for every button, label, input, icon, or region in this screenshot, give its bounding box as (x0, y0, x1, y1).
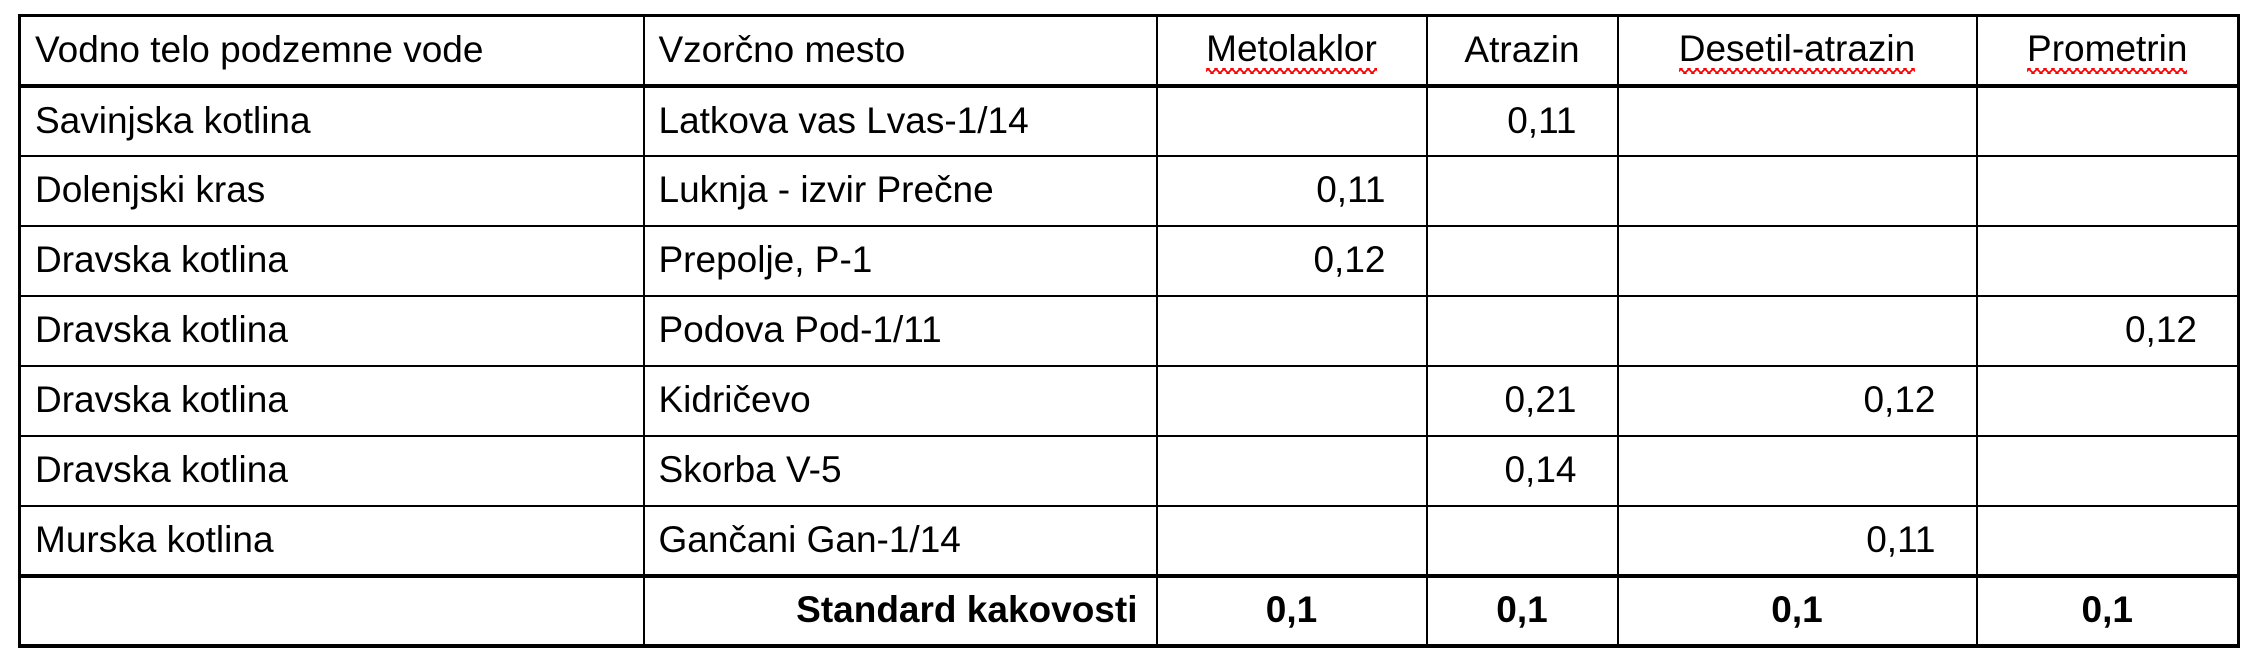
cell-water-body[interactable]: Savinjska kotlina (18, 84, 645, 157)
table-row[interactable]: Dravska kotlina Kidričevo 0,21 0,12 (18, 364, 2240, 437)
cell-atrazin[interactable] (1425, 154, 1619, 227)
standard-metolaklor: 0,1 (1155, 573, 1428, 648)
cell-atrazin[interactable]: 0,11 (1425, 84, 1619, 157)
cell-desetil-atrazin[interactable] (1616, 434, 1978, 507)
cell-prometrin[interactable]: 0,12 (1975, 294, 2240, 367)
cell-water-body[interactable] (18, 573, 645, 648)
cell-sampling-site[interactable]: Latkova vas Lvas-1/14 (642, 84, 1158, 157)
cell-desetil-atrazin[interactable] (1616, 154, 1978, 227)
column-header-desetil-atrazin[interactable]: Desetil-atrazin (1616, 14, 1978, 88)
cell-prometrin[interactable] (1975, 224, 2240, 297)
cell-atrazin[interactable] (1425, 294, 1619, 367)
cell-sampling-site[interactable]: Prepolje, P-1 (642, 224, 1158, 297)
cell-desetil-atrazin[interactable]: 0,12 (1616, 364, 1978, 437)
column-header-label: Metolaklor (1206, 28, 1377, 75)
cell-atrazin[interactable] (1425, 224, 1619, 297)
table-header-row: Vodno telo podzemne vode Vzorčno mesto M… (18, 14, 2240, 88)
column-header-label: Atrazin (1464, 28, 1580, 70)
cell-water-body[interactable]: Dravska kotlina (18, 224, 645, 297)
column-header-label: Prometrin (2027, 28, 2188, 75)
cell-metolaklor[interactable]: 0,11 (1155, 154, 1428, 227)
table-row[interactable]: Savinjska kotlina Latkova vas Lvas-1/14 … (18, 84, 2240, 157)
column-header-prometrin[interactable]: Prometrin (1975, 14, 2240, 88)
table-row[interactable]: Murska kotlina Gančani Gan-1/14 0,11 (18, 504, 2240, 577)
standard-desetil-atrazin: 0,1 (1616, 573, 1978, 648)
cell-desetil-atrazin[interactable] (1616, 224, 1978, 297)
cell-water-body[interactable]: Dravska kotlina (18, 364, 645, 437)
cell-sampling-site[interactable]: Gančani Gan-1/14 (642, 504, 1158, 577)
groundwater-pesticides-table: Vodno telo podzemne vode Vzorčno mesto M… (18, 14, 2240, 648)
table-row[interactable]: Dravska kotlina Podova Pod-1/11 0,12 (18, 294, 2240, 367)
cell-sampling-site[interactable]: Luknja - izvir Prečne (642, 154, 1158, 227)
column-header-metolaklor[interactable]: Metolaklor (1155, 14, 1428, 88)
cell-prometrin[interactable] (1975, 84, 2240, 157)
quality-standard-row[interactable]: Standard kakovosti 0,1 0,1 0,1 0,1 (18, 573, 2240, 648)
quality-standard-label: Standard kakovosti (642, 573, 1158, 648)
standard-prometrin: 0,1 (1975, 573, 2240, 648)
table-row[interactable]: Dolenjski kras Luknja - izvir Prečne 0,1… (18, 154, 2240, 227)
cell-atrazin[interactable]: 0,21 (1425, 364, 1619, 437)
column-header-label: Vodno telo podzemne vode (35, 28, 484, 70)
standard-atrazin: 0,1 (1425, 573, 1619, 648)
cell-desetil-atrazin[interactable] (1616, 294, 1978, 367)
cell-sampling-site[interactable]: Podova Pod-1/11 (642, 294, 1158, 367)
table-header: Vodno telo podzemne vode Vzorčno mesto M… (18, 14, 2240, 88)
table-row[interactable]: Dravska kotlina Skorba V-5 0,14 (18, 434, 2240, 507)
cell-metolaklor[interactable] (1155, 84, 1428, 157)
cell-prometrin[interactable] (1975, 154, 2240, 227)
cell-desetil-atrazin[interactable] (1616, 84, 1978, 157)
cell-sampling-site[interactable]: Kidričevo (642, 364, 1158, 437)
cell-atrazin[interactable] (1425, 504, 1619, 577)
cell-prometrin[interactable] (1975, 364, 2240, 437)
cell-atrazin[interactable]: 0,14 (1425, 434, 1619, 507)
cell-desetil-atrazin[interactable]: 0,11 (1616, 504, 1978, 577)
cell-metolaklor[interactable] (1155, 364, 1428, 437)
cell-metolaklor[interactable] (1155, 434, 1428, 507)
column-header-sampling-site[interactable]: Vzorčno mesto (642, 14, 1158, 88)
cell-sampling-site[interactable]: Skorba V-5 (642, 434, 1158, 507)
column-header-atrazin[interactable]: Atrazin (1425, 14, 1619, 88)
table-row[interactable]: Dravska kotlina Prepolje, P-1 0,12 (18, 224, 2240, 297)
cell-metolaklor[interactable] (1155, 294, 1428, 367)
cell-water-body[interactable]: Dravska kotlina (18, 434, 645, 507)
cell-metolaklor[interactable] (1155, 504, 1428, 577)
cell-water-body[interactable]: Dolenjski kras (18, 154, 645, 227)
cell-prometrin[interactable] (1975, 434, 2240, 507)
cell-prometrin[interactable] (1975, 504, 2240, 577)
cell-metolaklor[interactable]: 0,12 (1155, 224, 1428, 297)
table-body: Savinjska kotlina Latkova vas Lvas-1/14 … (18, 84, 2240, 648)
cell-water-body[interactable]: Dravska kotlina (18, 294, 645, 367)
column-header-label: Desetil-atrazin (1678, 28, 1916, 75)
column-header-water-body[interactable]: Vodno telo podzemne vode (18, 14, 645, 88)
cell-water-body[interactable]: Murska kotlina (18, 504, 645, 577)
column-header-label: Vzorčno mesto (658, 28, 906, 70)
